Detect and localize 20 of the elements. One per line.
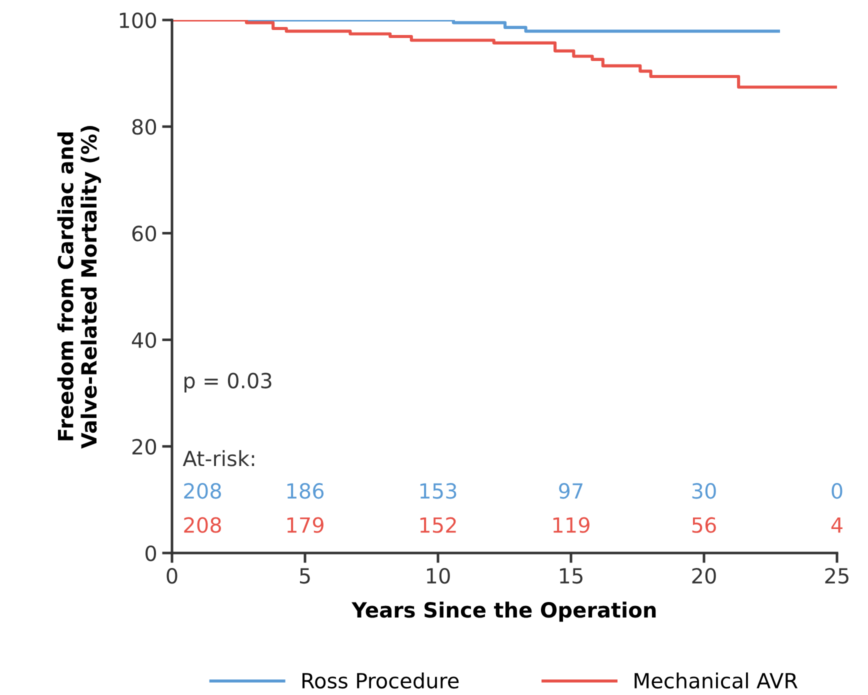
x-tick-label: 25 bbox=[825, 568, 848, 584]
text: 208 186 153 97 30 0 bbox=[184, 483, 842, 499]
x-tick-label: 5 bbox=[300, 568, 310, 584]
y-tick-label: 80 bbox=[132, 119, 156, 135]
x-tick-label: 15 bbox=[560, 568, 582, 584]
y-tick-label: 0 bbox=[146, 545, 156, 562]
legend-label: Ross Procedure bbox=[302, 672, 459, 689]
legend-label: Mechanical AVR bbox=[634, 672, 798, 689]
x-tick-label: 20 bbox=[692, 568, 716, 584]
annotation: At-risk: bbox=[182, 450, 254, 466]
x-tick-label: 10 bbox=[427, 568, 450, 584]
text: 208 179 152 119 56 4 bbox=[184, 517, 842, 533]
y-axis-title: Freedom from Cardiac and Valve-Related Mortality (%) bbox=[57, 126, 101, 449]
x-tick-label: 0 bbox=[166, 568, 178, 584]
x-axis-title: Years Since the Operation bbox=[352, 602, 656, 622]
y-tick-label: 100 bbox=[120, 12, 156, 28]
y-tick-label: 40 bbox=[132, 332, 156, 348]
annotation: p = 0.03 bbox=[184, 372, 272, 393]
y-tick-label: 20 bbox=[132, 438, 156, 455]
y-tick-label: 60 bbox=[132, 226, 156, 242]
